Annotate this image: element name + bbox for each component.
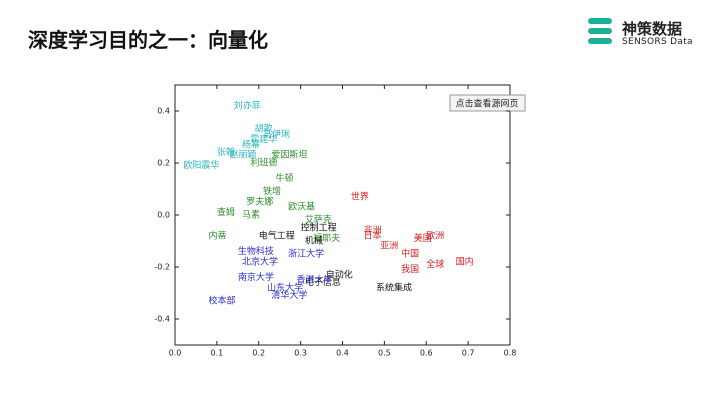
word-point: 欧沃基 — [288, 201, 315, 213]
word-point: 机械 — [305, 235, 323, 247]
word-point: 欧洲 — [426, 229, 444, 241]
word-point: 非洲 — [363, 224, 381, 236]
word-point: 赵丽颖 — [229, 149, 256, 161]
x-tick-label: 0.7 — [462, 349, 475, 358]
word-point: 香港大学 — [296, 274, 332, 286]
word-point: 清华大学 — [271, 289, 307, 301]
word-point: 爱因斯坦 — [271, 149, 307, 161]
word-point: 系统集成 — [376, 281, 412, 293]
word-point: 马素 — [242, 209, 260, 221]
word-point: 罗夫娜 — [246, 196, 273, 208]
word-point: 霍建华 — [250, 133, 277, 145]
word-point: 铁增 — [263, 185, 281, 197]
x-tick-label: 0.6 — [420, 349, 433, 358]
word-point: 刘亦菲 — [234, 99, 261, 111]
logo-name: 神策数据 — [622, 20, 683, 38]
x-tick-label: 0.3 — [294, 349, 307, 358]
y-tick-label: 0.2 — [157, 159, 170, 168]
word-point: 杨幂 — [242, 138, 260, 150]
button-box[interactable] — [449, 94, 526, 112]
logo-sub: SENSORS Data — [622, 37, 693, 47]
x-tick-label: 0.0 — [169, 349, 182, 358]
word-point: 艾萨克 — [305, 215, 332, 226]
word-point: 我国 — [401, 264, 419, 275]
x-tick-label: 0.2 — [252, 349, 265, 358]
word-point: 亚洲 — [380, 241, 398, 252]
word-point: 张翰 — [217, 146, 235, 158]
word-point: 自动化 — [326, 268, 353, 280]
word-point: 生物科技 — [238, 245, 274, 257]
button-label[interactable]: 点击查看源网页 — [455, 98, 518, 110]
word-point: 中国 — [401, 248, 419, 260]
x-tick-label: 0.8 — [504, 349, 517, 358]
y-tick-label: -0.2 — [154, 263, 170, 272]
word-point: 利班德 — [250, 157, 277, 169]
slide-title: 深度学习目的之一：向量化 — [28, 28, 268, 52]
source-button[interactable]: 点击查看源网页 — [449, 94, 526, 112]
word-point: 胡歌 — [255, 123, 273, 135]
word-point: 北京大学 — [242, 255, 278, 267]
word-point: 南京大学 — [238, 271, 274, 283]
y-tick-label: -0.4 — [154, 315, 170, 324]
word-point: 牛顿 — [276, 172, 294, 184]
word-point: 查姆 — [217, 206, 235, 218]
word-point: 浙江大学 — [288, 248, 324, 260]
word-point: 国内 — [456, 255, 474, 267]
word-point: 马伊琍 — [263, 128, 290, 140]
word-point: 电子信息 — [305, 276, 341, 288]
word-point: 全球 — [426, 258, 444, 270]
y-tick-label: 0.4 — [157, 107, 170, 116]
word-point: 世界 — [351, 190, 369, 202]
x-tick-label: 0.5 — [378, 349, 391, 358]
logo-icon — [588, 18, 612, 44]
y-tick-label: 0.0 — [157, 211, 170, 220]
word-point: 日本 — [363, 229, 381, 241]
word-point: 电气工程 — [259, 229, 295, 241]
word-point: 控制工程 — [301, 222, 337, 234]
word-point: 福耶夫 — [313, 232, 340, 244]
word-point: 内蒂 — [209, 229, 227, 241]
word-point: 校本部 — [209, 294, 236, 306]
word-point: 美国 — [414, 232, 432, 244]
x-tick-label: 0.4 — [336, 349, 349, 358]
x-tick-label: 0.1 — [211, 349, 224, 358]
word-point: 山东大学 — [267, 281, 303, 293]
word-point: 欧阳震华 — [183, 159, 219, 171]
